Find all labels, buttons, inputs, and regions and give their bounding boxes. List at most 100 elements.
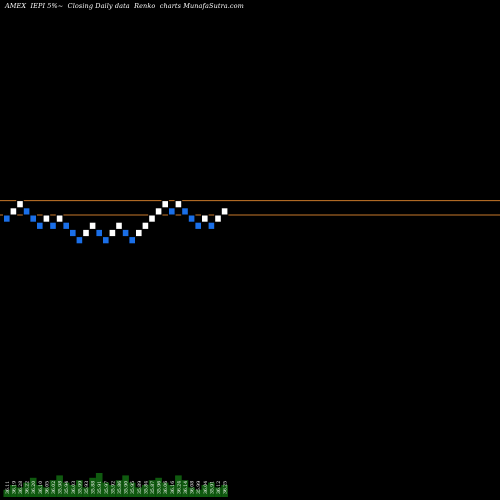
volume-label: 35.93 xyxy=(84,481,90,494)
volume-bar xyxy=(194,489,202,497)
renko-brick-down xyxy=(207,221,216,230)
renko-brick-up xyxy=(161,200,169,209)
volume-label: 36.25 xyxy=(223,481,229,494)
renko-brick-up xyxy=(42,214,51,223)
renko-brick-up xyxy=(135,228,143,238)
renko-brick-up xyxy=(16,200,24,209)
renko-brick-up xyxy=(214,214,222,223)
renko-brick-down xyxy=(181,207,189,216)
renko-brick-down xyxy=(49,221,57,230)
volume-bar xyxy=(201,485,209,497)
chart-title: AMEX IEPI 5%~ Closing Daily data Renko c… xyxy=(5,2,244,10)
renko-brick-up xyxy=(201,214,209,223)
volume-bar xyxy=(56,475,63,497)
volume-label: 35.98 xyxy=(58,481,64,494)
renko-brick-down xyxy=(62,221,71,230)
volume-bar xyxy=(115,480,123,497)
volume-labels: 36.11 36.19 36.28 36.22 36.20 36.10 36.05 36.02… xyxy=(5,481,229,494)
renko-brick-down xyxy=(95,228,104,238)
renko-brick-up xyxy=(82,228,90,238)
volume-bar xyxy=(128,482,136,497)
volume-bar xyxy=(29,477,37,497)
volume-label: 35.97 xyxy=(104,481,110,494)
renko-brick-down xyxy=(3,214,11,223)
volume-bar xyxy=(175,475,182,497)
renko-brick-down xyxy=(168,207,176,216)
renko-brick-up xyxy=(141,221,150,230)
volume-bar xyxy=(16,487,24,497)
volume-bar xyxy=(109,485,116,497)
volume-bar xyxy=(3,489,11,497)
volume-label: 36.02 xyxy=(51,481,57,494)
renko-brick-down xyxy=(102,236,110,245)
volume-label: 35.91 xyxy=(209,481,215,494)
volume-bar xyxy=(62,482,70,497)
volume-bar xyxy=(36,485,44,497)
volume-label: 35.94 xyxy=(64,481,70,494)
volume-label: 36.20 xyxy=(31,481,37,494)
renko-brick-up xyxy=(174,200,183,209)
renko-brick-up xyxy=(88,221,97,230)
volume-label: 36.11 xyxy=(5,481,11,494)
volume-label: 35.90 xyxy=(124,481,130,494)
volume-label: 36.16 xyxy=(170,481,176,494)
volume-label: 36.03 xyxy=(71,481,77,494)
volume-bar xyxy=(155,477,162,497)
volume-label: 35.88 xyxy=(91,481,97,494)
volume-bar xyxy=(89,477,96,497)
renko-brick-up xyxy=(220,207,229,216)
volume-bar xyxy=(181,480,189,497)
renko-brick-up xyxy=(55,214,64,223)
volume-label: 36.04 xyxy=(203,481,209,494)
volume-bar xyxy=(208,482,215,497)
volume-bar xyxy=(168,485,176,497)
volume-label: 36.05 xyxy=(44,481,50,494)
volume-label: 36.14 xyxy=(183,481,189,494)
volume-bar xyxy=(188,487,195,497)
renko-brick-down xyxy=(75,236,84,245)
volume-bar xyxy=(148,480,156,497)
volume-bar xyxy=(142,485,149,497)
renko-brick-down xyxy=(69,228,77,238)
volume-bar xyxy=(102,482,110,497)
renko-brick-up xyxy=(108,228,117,238)
volume-label: 36.12 xyxy=(216,481,222,494)
renko-brick-up xyxy=(9,207,18,216)
renko-brick-up xyxy=(115,221,123,230)
volume-label: 35.92 xyxy=(110,481,116,494)
volume-label: 35.99 xyxy=(196,481,202,494)
renko-brick-down xyxy=(128,236,136,245)
volume-bar xyxy=(95,473,103,497)
renko-brick-up xyxy=(148,214,156,223)
renko-brick-down xyxy=(29,214,37,223)
volume-label: 35.96 xyxy=(157,481,163,494)
renko-brick-down xyxy=(121,228,130,238)
volume-label: 36.19 xyxy=(11,481,17,494)
volume-bar xyxy=(214,487,222,497)
volume-bar xyxy=(82,487,90,497)
volume-bar xyxy=(69,485,77,497)
renko-brick-down xyxy=(187,214,196,223)
volume-label: 36.28 xyxy=(18,481,24,494)
renko-brick-down xyxy=(194,221,202,230)
volume-bar xyxy=(23,482,30,497)
volume-label: 35.91 xyxy=(97,481,103,494)
volume-label: 35.89 xyxy=(137,481,143,494)
volume-bar xyxy=(122,475,129,497)
reference-lines xyxy=(0,200,500,216)
volume-label: 36.24 xyxy=(176,481,182,494)
volume-bar xyxy=(43,487,50,497)
volume-label: 36.22 xyxy=(25,481,31,494)
volume-bars xyxy=(3,473,228,497)
volume-label: 36.08 xyxy=(190,481,196,494)
renko-brick-up xyxy=(154,207,163,216)
volume-bar xyxy=(161,482,169,497)
volume-bar xyxy=(10,485,17,497)
volume-label: 35.84 xyxy=(143,481,149,494)
volume-bar xyxy=(221,485,228,497)
volume-bar xyxy=(49,480,57,497)
volume-label: 36.10 xyxy=(38,481,44,494)
volume-label: 35.87 xyxy=(150,481,156,494)
